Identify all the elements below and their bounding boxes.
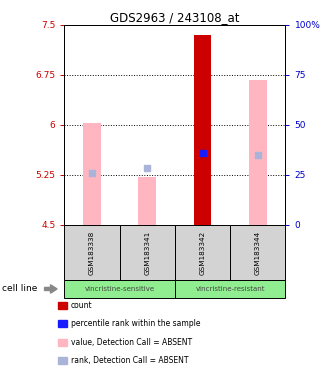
Text: count: count [71,301,93,310]
Title: GDS2963 / 243108_at: GDS2963 / 243108_at [110,11,240,24]
Text: percentile rank within the sample: percentile rank within the sample [71,319,200,328]
Bar [83,124,101,225]
Bar [194,35,212,225]
Bar [138,177,156,225]
Text: GSM183344: GSM183344 [255,230,261,275]
Point [89,170,95,176]
Point [145,165,150,171]
Text: GSM183338: GSM183338 [89,230,95,275]
Text: value, Detection Call = ABSENT: value, Detection Call = ABSENT [71,338,192,347]
Point [255,152,260,159]
Text: vincristine-resistant: vincristine-resistant [195,286,265,292]
Text: rank, Detection Call = ABSENT: rank, Detection Call = ABSENT [71,356,188,365]
Text: cell line: cell line [2,285,37,293]
Bar [249,79,267,225]
Text: GSM183341: GSM183341 [144,230,150,275]
Text: GSM183342: GSM183342 [200,230,206,275]
Text: vincristine-sensitive: vincristine-sensitive [84,286,155,292]
Point [200,150,205,156]
